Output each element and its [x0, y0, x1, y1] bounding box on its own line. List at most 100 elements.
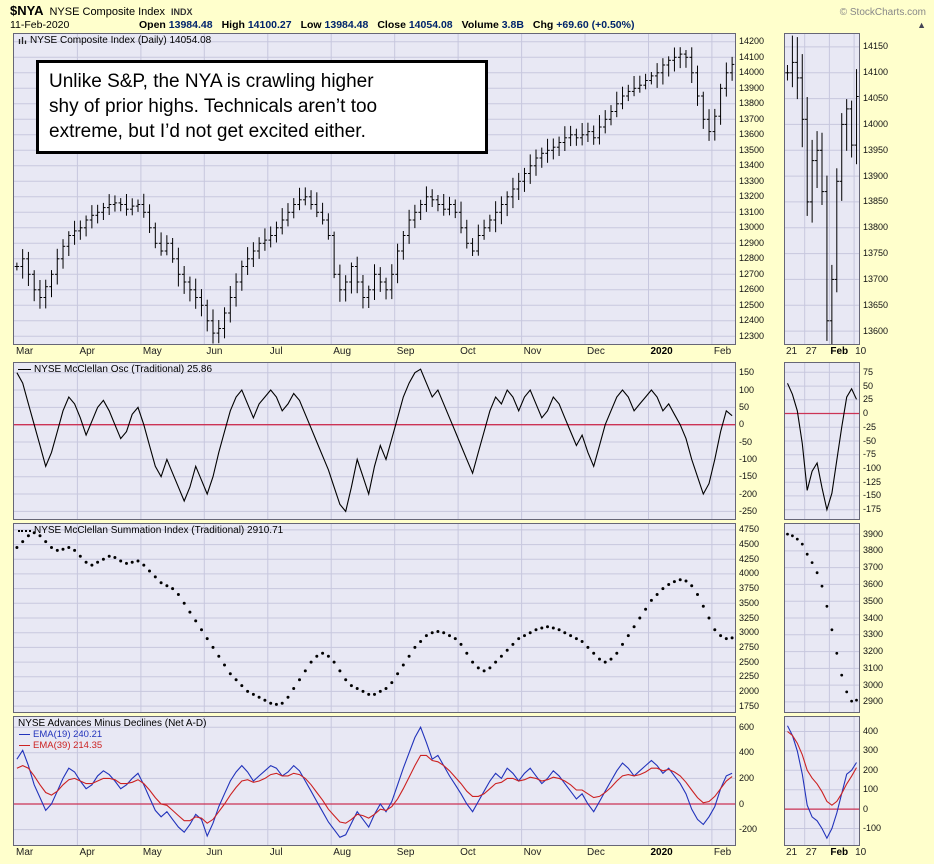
annotation-box: Unlike S&P, the NYA is crawling higher s…	[36, 60, 488, 155]
y-axis-tick: 3250	[739, 612, 760, 623]
y-axis-tick: 0	[739, 798, 745, 809]
x-axis-label: Mar	[16, 847, 34, 858]
y-axis-tick: 3000	[863, 679, 884, 690]
y-axis-tick: -250	[739, 505, 758, 516]
summation-y-axis: 4750 4500 4250 4000 3750 3500 3250 3000 2750 2500…	[736, 523, 780, 713]
x-axis-label: 10	[855, 847, 867, 858]
x-axis-label: Apr	[79, 346, 95, 357]
x-axis-label: Oct	[460, 346, 476, 357]
y-axis-tick: 0	[863, 408, 869, 419]
ema39-legend-item: EMA(39) 214.35	[19, 740, 102, 751]
x-axis-label: Jul	[269, 847, 283, 858]
index-name: NYSE Composite Index	[49, 6, 166, 18]
y-axis-tick: -50	[739, 436, 753, 447]
x-axis-label: Feb	[830, 847, 849, 858]
ema19-line-marker-icon	[19, 734, 30, 735]
y-axis-tick: 13600	[863, 325, 889, 336]
y-axis-tick: 75	[863, 366, 874, 377]
x-axis-label: Oct	[460, 847, 476, 858]
y-axis-tick: 50	[863, 380, 874, 391]
y-axis-tick: 200	[863, 764, 879, 775]
y-axis-tick: -75	[863, 449, 877, 460]
y-axis-tick: 14150	[863, 41, 889, 52]
y-axis-tick: 12400	[739, 315, 765, 326]
y-axis-tick: 4500	[739, 539, 760, 550]
oscillator-y-axis: 150 100 50 0 -50 -100 -150 -200 -250	[736, 362, 780, 520]
ema39-legend-text: EMA(39) 214.35	[33, 740, 103, 751]
x-axis-label: May	[142, 847, 162, 858]
y-axis-tick: 14100	[739, 51, 765, 62]
y-axis-tick: 13650	[863, 299, 889, 310]
y-axis-tick: 13500	[739, 144, 765, 155]
quote-change: Chg +69.60 (+0.50%)	[532, 19, 635, 31]
y-axis-tick: 12500	[739, 299, 765, 310]
x-axis-label: Sep	[396, 346, 415, 357]
y-axis-tick: 13700	[863, 273, 889, 284]
y-axis-tick: 2750	[739, 641, 760, 652]
y-axis-tick: 200	[739, 772, 755, 783]
y-axis-tick: -25	[863, 421, 877, 432]
header-title-row: $NYA NYSE Composite Index INDX © StockCh…	[10, 3, 926, 19]
ema-legend: EMA(19) 240.21 EMA(39) 214.35	[19, 729, 102, 751]
y-axis-tick: 14000	[863, 118, 889, 129]
advance-decline-inset-chart	[784, 716, 860, 846]
y-axis-tick: 600	[739, 721, 755, 732]
x-axis-label: Dec	[587, 847, 605, 858]
y-axis-tick: 1750	[739, 700, 760, 711]
y-axis-tick: 2500	[739, 656, 760, 667]
y-axis-tick: 3400	[863, 612, 884, 623]
x-axis-label: 2020	[650, 847, 673, 858]
price-inset-y-axis: 14150 14100 14050 14000 13950 13900 13850 13800…	[860, 33, 900, 345]
dotted-line-marker-icon	[18, 529, 31, 532]
y-axis-tick: 13800	[863, 222, 889, 233]
y-axis-tick: -175	[863, 504, 882, 515]
oscillator-panel-title-text: NYSE McClellan Osc (Traditional) 25.86	[34, 364, 213, 375]
y-axis-tick: 50	[739, 401, 750, 412]
y-axis-tick: 150	[739, 367, 755, 378]
y-axis-tick: 2250	[739, 671, 760, 682]
y-axis-tick: -150	[739, 471, 758, 482]
x-axis-label: Nov	[523, 346, 542, 357]
symbol: $NYA	[10, 3, 44, 18]
y-axis-tick: 12300	[739, 330, 765, 341]
x-axis-months: Mar Apr May Jun Jul Aug Sep Oct Nov Dec 2020 Feb	[13, 345, 736, 362]
y-axis-tick: 13000	[739, 222, 765, 233]
y-axis-tick: 300	[863, 745, 879, 756]
x-axis-label: 10	[855, 346, 867, 357]
x-axis-label: 21	[786, 346, 798, 357]
quote-volume: Volume 3.8B	[461, 19, 524, 31]
stockcharts-credit-link[interactable]: © StockCharts.com	[839, 7, 926, 18]
oscillator-inset-chart	[784, 362, 860, 520]
y-axis-tick: 25	[863, 394, 874, 405]
x-axis-label: 27	[805, 847, 817, 858]
y-axis-tick: 12600	[739, 284, 765, 295]
x-axis-label: Nov	[523, 847, 542, 858]
annotation-line: Unlike S&P, the NYA is crawling higher	[49, 71, 374, 92]
y-axis-tick: 2900	[863, 696, 884, 707]
y-axis-tick: 13750	[863, 248, 889, 259]
y-axis-tick: 13200	[739, 191, 765, 202]
y-axis-tick: 3200	[863, 646, 884, 657]
ema39-line-marker-icon	[19, 745, 30, 746]
x-axis-label: Aug	[333, 346, 352, 357]
x-axis-labels-bottom: Mar Apr May Jun Jul Aug Sep Oct Nov Dec 2020 Feb 21…	[13, 846, 934, 863]
scroll-up-icon[interactable]: ▲	[917, 20, 926, 30]
x-axis-label: Dec	[587, 346, 605, 357]
y-axis-tick: 400	[739, 747, 755, 758]
price-y-axis: 14200 14100 14000 13900 13800 13700 13600 13500…	[736, 33, 780, 345]
quote-row: 11-Feb-2020 Open 13984.48 High 14100.27 …	[10, 19, 926, 33]
price-panel-title: NYSE Composite Index (Daily) 14054.08	[18, 35, 211, 46]
x-axis-inset-days: 21 27 Feb 10	[784, 345, 900, 362]
y-axis-tick: 4250	[739, 553, 760, 564]
y-axis-tick: 13900	[739, 82, 765, 93]
oscillator-inset-y-axis: 75 50 25 0 -25 -50 -75 -100 -125 -150 -175	[860, 362, 900, 520]
x-axis-label: 27	[805, 346, 817, 357]
quote-open: Open 13984.48	[139, 19, 213, 31]
y-axis-tick: 3800	[863, 545, 884, 556]
y-axis-tick: 0	[739, 419, 745, 430]
y-axis-tick: 12900	[739, 237, 765, 248]
y-axis-tick: 3300	[863, 629, 884, 640]
y-axis-tick: -100	[863, 823, 882, 833]
x-axis-label: 21	[786, 847, 798, 858]
x-axis-label: Feb	[713, 847, 732, 858]
